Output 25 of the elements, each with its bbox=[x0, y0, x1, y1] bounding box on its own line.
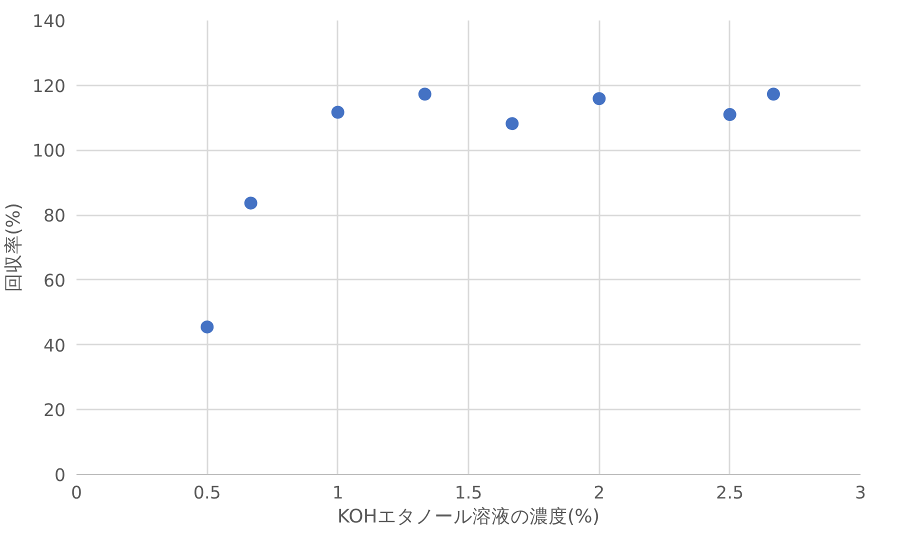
y-tick-label: 0 bbox=[54, 466, 66, 486]
x-tick-label: 1.5 bbox=[454, 484, 482, 504]
y-tick-label: 80 bbox=[43, 206, 66, 227]
y-tick-label: 100 bbox=[32, 142, 66, 162]
point bbox=[592, 92, 606, 106]
x-tick-label: 2.5 bbox=[716, 484, 744, 504]
y-tick-label: 20 bbox=[43, 401, 66, 422]
y-tick-label: 60 bbox=[43, 271, 66, 292]
y-tick-label: 120 bbox=[32, 76, 66, 97]
point bbox=[200, 320, 214, 334]
y-axis-title: 回収率(%) bbox=[2, 202, 24, 292]
point bbox=[506, 117, 519, 130]
y-tick-label: 140 bbox=[32, 12, 66, 32]
point bbox=[331, 106, 344, 119]
point bbox=[723, 108, 736, 122]
x-tick-label: 2 bbox=[594, 484, 605, 504]
x-tick-label: 0.5 bbox=[193, 484, 221, 504]
x-tick-label: 3 bbox=[854, 484, 866, 504]
y-tick-label: 40 bbox=[43, 336, 66, 356]
point bbox=[766, 88, 780, 101]
x-axis-title: KOHエタノール溶液の濃度(%) bbox=[337, 506, 600, 528]
x-tick-label: 0 bbox=[70, 484, 82, 504]
point bbox=[418, 88, 432, 101]
point bbox=[244, 196, 258, 210]
x-tick-label: 1 bbox=[332, 484, 344, 504]
